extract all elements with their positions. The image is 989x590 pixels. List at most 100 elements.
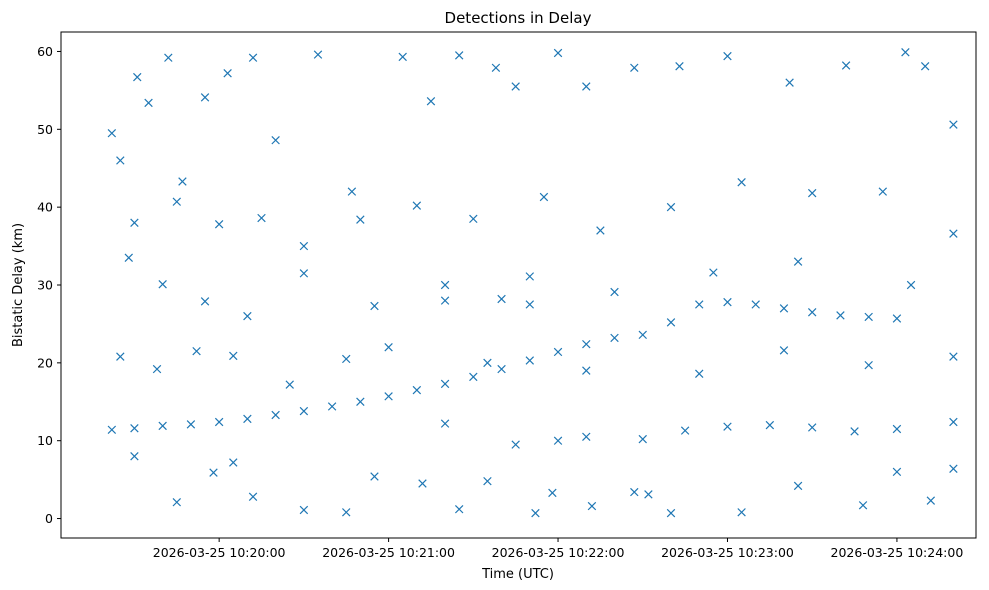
clutter-point [878, 187, 888, 196]
clutter-point [412, 201, 422, 210]
track-point [525, 300, 535, 309]
clutter-point [285, 380, 294, 389]
track-point [440, 296, 450, 305]
clutter-point [779, 346, 789, 355]
track-point [497, 294, 506, 304]
track-point [892, 314, 902, 323]
clutter-point [548, 488, 557, 498]
x-tick-label: 2026-03-25 10:22:00 [492, 545, 625, 560]
track-point [864, 312, 873, 322]
clutter-point [158, 279, 167, 289]
x-tick-label: 2026-03-25 10:21:00 [322, 545, 455, 560]
clutter-point [807, 188, 817, 198]
clutter-point [299, 241, 309, 251]
clutter-point [596, 226, 605, 235]
clutter-point [229, 351, 238, 361]
clutter-point [418, 479, 427, 488]
plot-frame [60, 31, 977, 539]
clutter-point [666, 508, 676, 518]
clutter-point [949, 229, 958, 238]
clutter-point [675, 62, 684, 71]
track-point [638, 434, 647, 444]
clutter-point [229, 458, 238, 467]
y-tick-label: 40 [37, 200, 53, 215]
clutter-point [630, 63, 639, 73]
clutter-point [553, 48, 563, 58]
x-axis-ticks: 2026-03-25 10:20:00 2026-03-25 10:21:00 20… [153, 538, 963, 560]
clutter-point [398, 52, 407, 62]
y-tick-label: 20 [37, 355, 53, 370]
clutter-point [785, 78, 794, 87]
track-point [807, 308, 817, 317]
track-point [214, 417, 224, 427]
track-point [299, 406, 309, 416]
clutter-point [299, 505, 309, 515]
clutter-point [164, 53, 173, 62]
y-axis-label: Bistatic Delay (km) [11, 223, 26, 347]
clutter-point [130, 218, 139, 227]
track-point [949, 417, 958, 427]
track-point [695, 300, 704, 309]
track-point [186, 420, 196, 429]
clutter-point [920, 62, 930, 71]
clutter-point [172, 497, 182, 507]
track-point [779, 304, 789, 313]
track-point [440, 379, 450, 389]
clutter-point [539, 192, 549, 202]
clutter-point [483, 476, 492, 486]
clutter-point [116, 352, 125, 361]
clutter-point [666, 202, 676, 212]
clutter-point [454, 504, 464, 514]
clutter-point [737, 508, 746, 517]
clutter-point [209, 468, 218, 477]
track-point [158, 421, 167, 431]
clutter-point [172, 197, 182, 206]
clutter-point [949, 120, 958, 129]
scatter-marks [107, 48, 958, 518]
clutter-point [243, 311, 252, 321]
clutter-point [130, 452, 139, 461]
clutter-point [582, 366, 591, 375]
y-tick-label: 50 [37, 122, 53, 137]
clutter-point [841, 61, 851, 70]
clutter-point [248, 492, 258, 501]
track-point [582, 432, 591, 442]
track-point [553, 436, 563, 445]
clutter-point [200, 93, 210, 102]
track-point [384, 392, 393, 401]
clutter-point [949, 464, 958, 473]
clutter-point [901, 48, 910, 57]
y-tick-label: 10 [37, 433, 53, 448]
clutter-point [858, 501, 868, 510]
x-tick-label: 2026-03-25 10:23:00 [661, 545, 794, 560]
clutter-point [582, 82, 591, 91]
clutter-point [454, 51, 464, 60]
clutter-point [864, 360, 873, 370]
clutter-point [630, 487, 639, 497]
clutter-point [133, 72, 142, 82]
clutter-point [723, 51, 732, 61]
chart-title: Detections in Delay [445, 9, 592, 27]
clutter-point [271, 135, 280, 145]
clutter-point [926, 496, 936, 505]
clutter-point [793, 257, 803, 266]
clutter-point [384, 343, 393, 352]
clutter-point [313, 50, 323, 59]
track-point [440, 419, 450, 428]
clutter-point [223, 69, 232, 78]
clutter-point [709, 268, 718, 277]
track-point [723, 422, 732, 431]
clutter-point [124, 253, 134, 262]
clutter-point [347, 187, 357, 196]
track-point [610, 333, 619, 343]
track-point [497, 364, 506, 374]
clutter-point [178, 177, 187, 186]
track-point [850, 427, 859, 436]
track-point [892, 424, 902, 434]
clutter-point [483, 358, 492, 368]
clutter-point [491, 63, 501, 73]
track-point [107, 425, 117, 435]
clutter-point [356, 215, 365, 224]
clutter-point [370, 301, 379, 311]
